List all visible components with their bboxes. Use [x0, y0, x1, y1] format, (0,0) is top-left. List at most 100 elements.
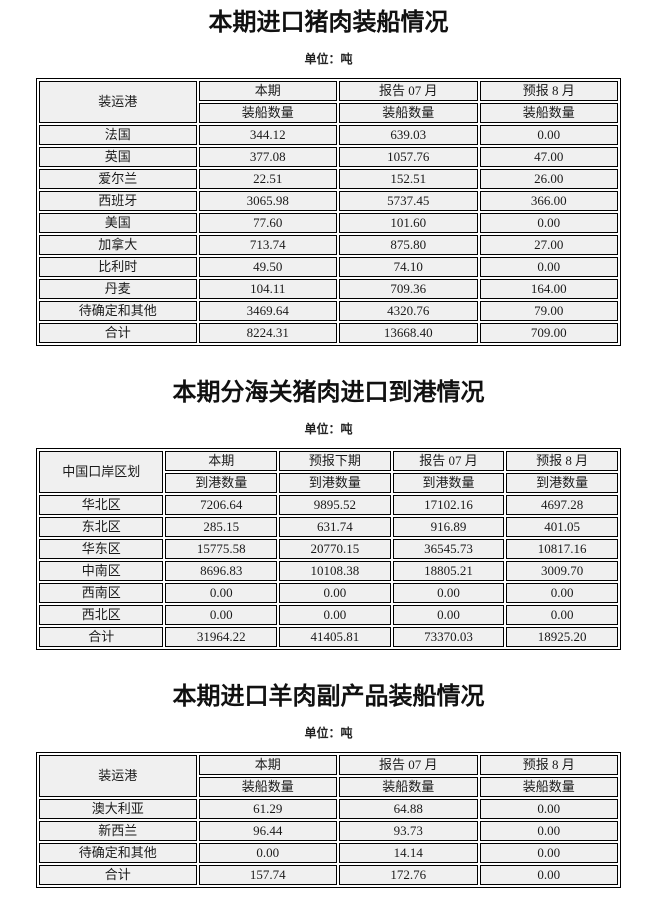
value-cell: 0.00 [479, 125, 618, 145]
value-cell: 631.74 [279, 517, 391, 537]
table-row: 合计 31964.22 41405.81 73370.03 18925.20 [39, 627, 618, 647]
row-label-cell: 澳大利亚 [39, 799, 197, 819]
table-row: 新西兰 96.44 93.73 0.00 [39, 821, 618, 841]
column-group-header: 预报 8 月 [479, 81, 618, 101]
table-header: 装运港 本期 报告 07 月预报 8 月 装船数量 装船数量 装船数量 [39, 81, 618, 123]
value-cell: 0.00 [279, 605, 391, 625]
value-cell: 49.50 [198, 257, 338, 277]
value-cell: 0.00 [479, 821, 618, 841]
row-label-cell: 美国 [39, 213, 197, 233]
row-label-cell: 待确定和其他 [39, 843, 197, 863]
table-row: 爱尔兰 22.51 152.51 26.00 [39, 169, 618, 189]
value-cell: 7206.64 [165, 495, 278, 515]
row-label-cell: 待确定和其他 [39, 301, 197, 321]
value-cell: 41405.81 [279, 627, 391, 647]
table-row: 华北区 7206.64 9895.52 17102.16 4697.28 [39, 495, 618, 515]
value-cell: 0.00 [479, 865, 618, 885]
value-cell: 709.36 [339, 279, 478, 299]
value-cell: 377.08 [198, 147, 338, 167]
value-cell: 366.00 [479, 191, 618, 211]
row-label-cell: 爱尔兰 [39, 169, 197, 189]
value-cell: 22.51 [198, 169, 338, 189]
sub-header-cell: 装船数量 [198, 777, 338, 797]
value-cell: 74.10 [339, 257, 478, 277]
value-cell: 709.00 [479, 323, 618, 343]
value-cell: 5737.45 [339, 191, 478, 211]
row-label-cell: 丹麦 [39, 279, 197, 299]
value-cell: 285.15 [165, 517, 278, 537]
value-cell: 101.60 [339, 213, 478, 233]
table-row: 美国 77.60 101.60 0.00 [39, 213, 618, 233]
header-sub-row: 装船数量 装船数量 装船数量 [39, 103, 618, 123]
row-label-cell: 比利时 [39, 257, 197, 277]
header-sub-row: 装船数量 装船数量 装船数量 [39, 777, 618, 797]
row-label-cell: 西北区 [39, 605, 164, 625]
value-cell: 3065.98 [198, 191, 338, 211]
corner-header-cell: 装运港 [39, 81, 197, 123]
value-cell: 4697.28 [506, 495, 618, 515]
row-label-cell: 英国 [39, 147, 197, 167]
table-row: 比利时 49.50 74.10 0.00 [39, 257, 618, 277]
header-group-row: 装运港 本期 报告 07 月预报 8 月 [39, 755, 618, 797]
table-header: 中国口岸区划 本期 预报下期 报告 07 月预报 8 月 到港数量 到港数量 到港数量 到港… [39, 451, 618, 493]
sections-root: 本期进口猪肉装船情况 单位：吨 装运港 本期 报告 07 月预报 8 月 装船数量装… [0, 8, 657, 888]
sub-header-cell: 装船数量 [339, 777, 478, 797]
value-cell: 104.11 [198, 279, 338, 299]
value-cell: 14.14 [339, 843, 478, 863]
table-body: 法国 344.12 639.03 0.00 英国 377.08 1057.76 47.00 爱尔… [39, 125, 618, 343]
table-row: 西南区 0.00 0.00 0.00 0.00 [39, 583, 618, 603]
section-title: 本期分海关猪肉进口到港情况 [172, 380, 485, 406]
value-cell: 172.76 [339, 865, 478, 885]
report-section: 本期进口羊肉副产品装船情况 单位：吨 装运港 本期 报告 07 月预报 8 月 装船… [0, 682, 657, 888]
value-cell: 73370.03 [392, 627, 505, 647]
sub-header-cell: 到港数量 [279, 473, 391, 493]
value-cell: 875.80 [339, 235, 478, 255]
value-cell: 18925.20 [506, 627, 618, 647]
column-group-header: 报告 07 月 [339, 755, 478, 775]
row-label-cell: 华东区 [39, 539, 164, 559]
table-row: 加拿大 713.74 875.80 27.00 [39, 235, 618, 255]
value-cell: 0.00 [392, 605, 505, 625]
table-row: 澳大利亚 61.29 64.88 0.00 [39, 799, 618, 819]
value-cell: 77.60 [198, 213, 338, 233]
column-group-header: 本期 [198, 755, 338, 775]
value-cell: 401.05 [506, 517, 618, 537]
value-cell: 36545.73 [392, 539, 505, 559]
value-cell: 15775.58 [165, 539, 278, 559]
row-label-cell: 合计 [39, 865, 197, 885]
value-cell: 0.00 [479, 213, 618, 233]
row-label-cell: 合计 [39, 323, 197, 343]
value-cell: 10108.38 [279, 561, 391, 581]
row-label-cell: 法国 [39, 125, 197, 145]
column-group-header: 预报下期 [279, 451, 391, 471]
value-cell: 64.88 [339, 799, 478, 819]
value-cell: 79.00 [479, 301, 618, 321]
row-label-cell: 西南区 [39, 583, 164, 603]
corner-header-cell: 中国口岸区划 [39, 451, 164, 493]
table-row: 合计 157.74 172.76 0.00 [39, 865, 618, 885]
table-row: 华东区 15775.58 20770.15 36545.73 10817.16 [39, 539, 618, 559]
row-label-cell: 东北区 [39, 517, 164, 537]
sub-header-cell: 到港数量 [392, 473, 505, 493]
value-cell: 0.00 [279, 583, 391, 603]
table-row: 合计 8224.31 13668.40 709.00 [39, 323, 618, 343]
section-title: 本期进口羊肉副产品装船情况 [172, 684, 485, 710]
value-cell: 0.00 [165, 583, 278, 603]
value-cell: 639.03 [339, 125, 478, 145]
value-cell: 916.89 [392, 517, 505, 537]
value-cell: 26.00 [479, 169, 618, 189]
value-cell: 0.00 [198, 843, 338, 863]
value-cell: 164.00 [479, 279, 618, 299]
data-table: 中国口岸区划 本期 预报下期 报告 07 月预报 8 月 到港数量 到港数量 到港数量 到港… [36, 448, 621, 650]
value-cell: 9895.52 [279, 495, 391, 515]
value-cell: 61.29 [198, 799, 338, 819]
row-label-cell: 中南区 [39, 561, 164, 581]
row-label-cell: 华北区 [39, 495, 164, 515]
value-cell: 1057.76 [339, 147, 478, 167]
sub-header-cell: 到港数量 [165, 473, 278, 493]
value-cell: 4320.76 [339, 301, 478, 321]
value-cell: 0.00 [479, 799, 618, 819]
sub-header-cell: 装船数量 [198, 103, 338, 123]
sub-header-cell: 装船数量 [479, 777, 618, 797]
